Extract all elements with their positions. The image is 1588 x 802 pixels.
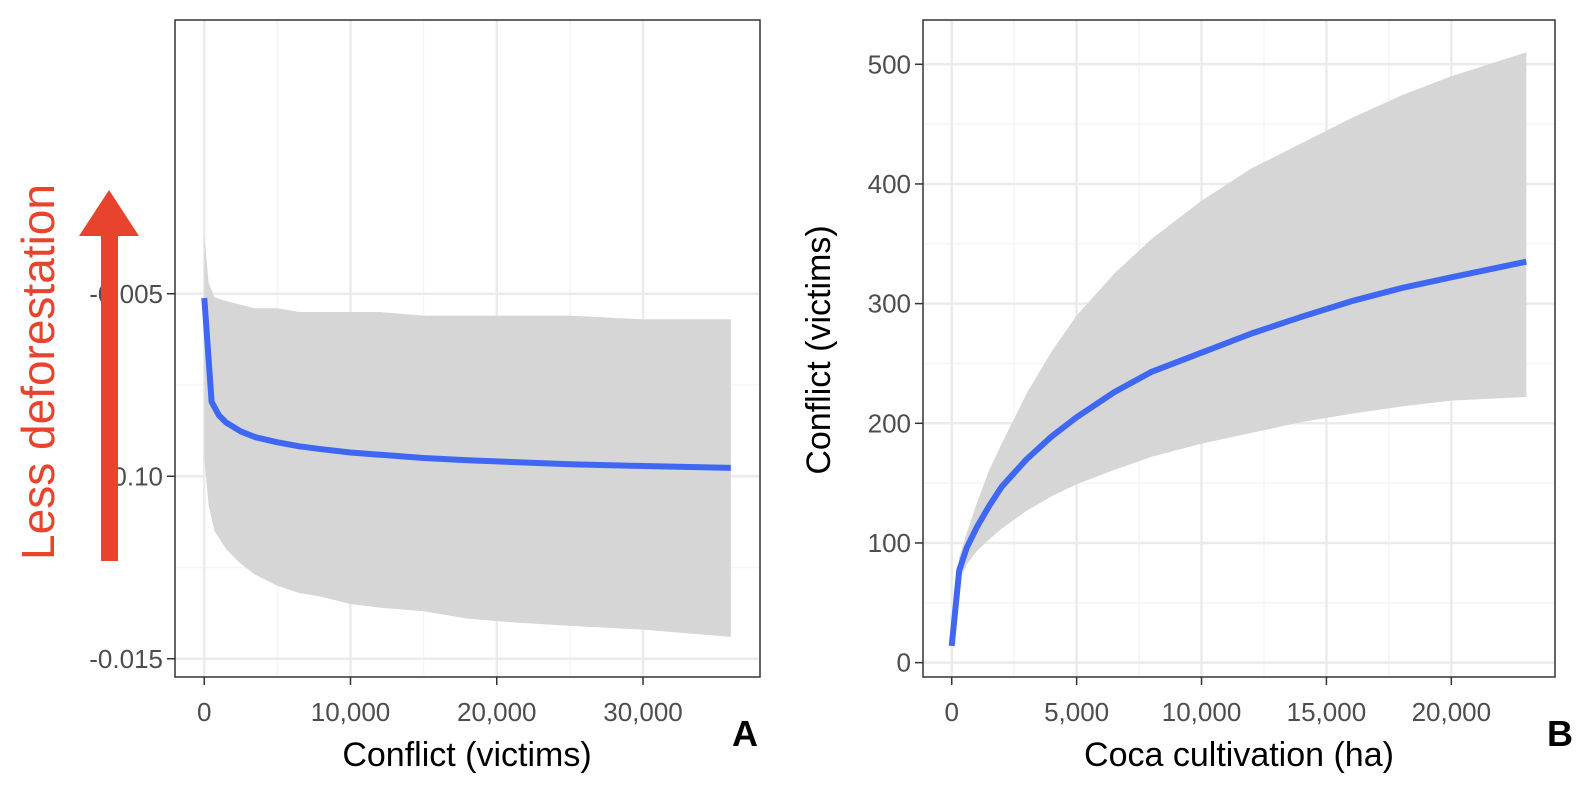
panel-b-x-tick-label: 10,000	[1162, 697, 1242, 727]
arrow-shaft	[101, 232, 118, 561]
panel-a-x-tick-label: 10,000	[311, 697, 391, 727]
panel-b-letter: B	[1547, 713, 1573, 754]
panel-b-x-tick-label: 0	[944, 697, 958, 727]
panel-a-x-tick-marks	[203, 677, 644, 685]
panel-b-y-tick-label: 0	[897, 648, 911, 678]
up-arrow-icon	[79, 190, 139, 561]
panel-a-x-axis-title: Conflict (victims)	[342, 736, 591, 774]
panel-a-x-tick-label: 20,000	[457, 697, 537, 727]
panel-a-fit-line	[201, 297, 731, 471]
panel-b-y-tick-label: 100	[868, 528, 911, 558]
panel-a-y-tick-label: -0.015	[89, 644, 163, 674]
panel-a: 0 10,000 20,000 30,000 -0.005 -0.10 -0.0…	[12, 19, 761, 774]
panel-a-border	[174, 19, 761, 678]
panel-b-x-tick-label: 15,000	[1287, 697, 1367, 727]
panel-b-y-axis-title: Conflict (victims)	[800, 225, 838, 474]
arrow-head	[79, 190, 139, 236]
panel-b-y-tick-label: 200	[868, 408, 911, 438]
panel-b-x-tick-label: 5,000	[1044, 697, 1109, 727]
panel-b-y-tick-label: 500	[868, 49, 911, 79]
panel-a-ribbon	[204, 235, 731, 637]
panel-a-x-tick-label: 0	[197, 697, 211, 727]
panel-b-y-tick-label: 300	[868, 289, 911, 319]
panel-b-y-tick-marks	[915, 63, 923, 664]
panel-b-x-tick-label: 20,000	[1412, 697, 1492, 727]
panel-b-x-axis-title: Coca cultivation (ha)	[1084, 736, 1394, 774]
panel-b-x-tick-marks	[950, 677, 1453, 685]
panel-b-border	[922, 19, 1556, 678]
panel-a-x-tick-label: 30,000	[603, 697, 683, 727]
less-deforestation-label: Less deforestation	[12, 184, 64, 560]
panel-b-y-tick-label: 400	[868, 169, 911, 199]
panel-b-ribbon	[951, 52, 1527, 646]
panel-a-letter: A	[732, 713, 758, 754]
panel-a-y-tick-marks	[167, 293, 175, 660]
panel-a-y-tick-label: -0.005	[89, 279, 163, 309]
panel-b-fit-line	[948, 258, 1527, 647]
panel-b: 0 5,000 10,000 15,000 20,000 0 100 200 3…	[800, 19, 1573, 774]
